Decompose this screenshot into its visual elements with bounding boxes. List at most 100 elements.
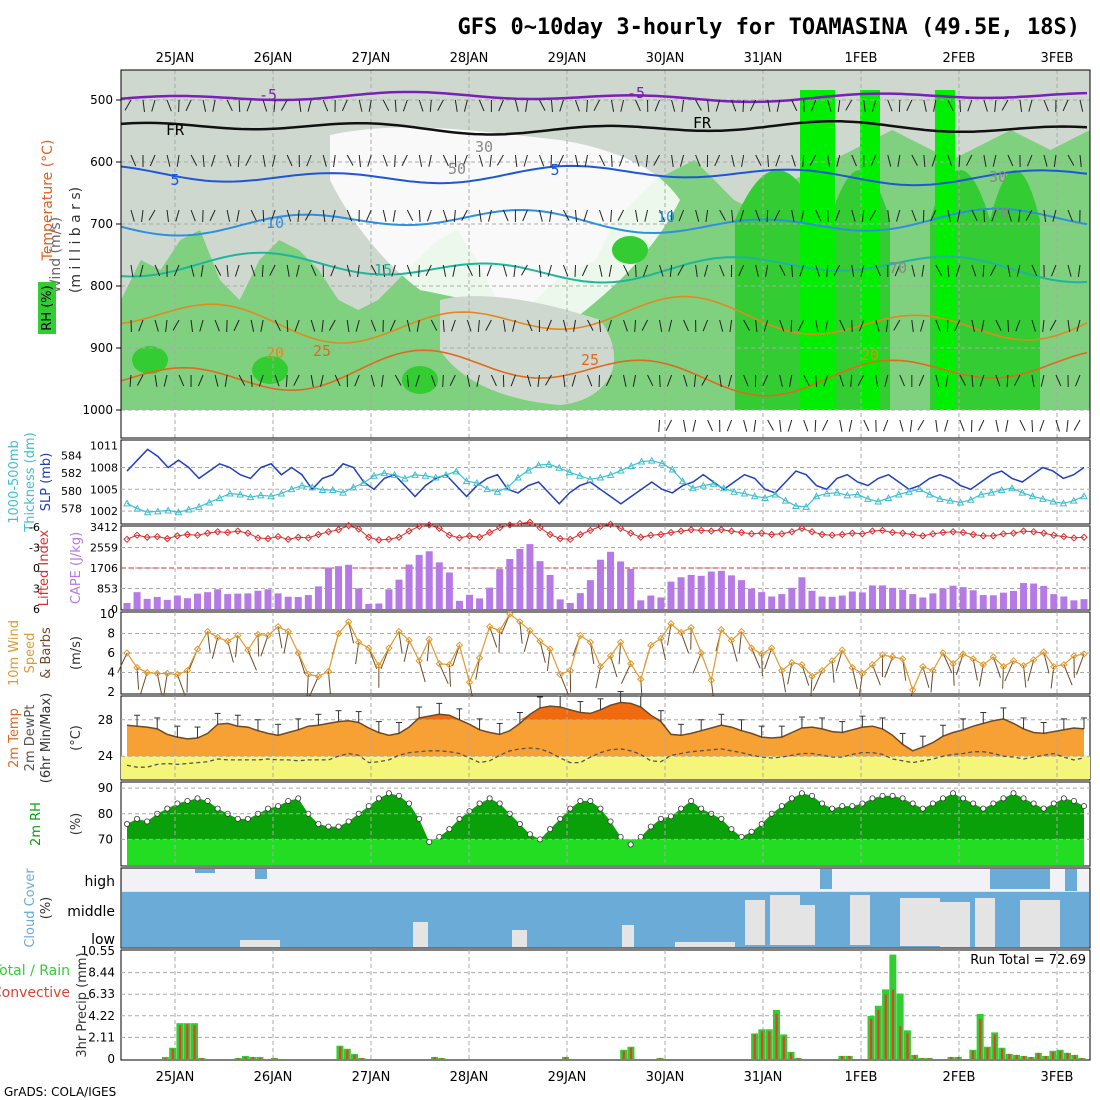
day-label-top: 25JAN: [156, 51, 195, 66]
wind-barb: [1031, 419, 1034, 433]
lifted-index-point: [354, 525, 363, 533]
wind-barb: [683, 374, 688, 387]
wind-barb: [520, 264, 528, 276]
cape-bar: [254, 590, 262, 609]
lifted-index-point: [546, 530, 554, 539]
wind10m-point: [616, 638, 625, 646]
wind10m-barb: [398, 631, 403, 654]
wind-barb: [1043, 209, 1047, 222]
rh2m-point: [617, 833, 624, 840]
wind-barb: [587, 319, 594, 331]
wind-barb: [514, 99, 519, 112]
wind10m-barb: [1063, 664, 1073, 686]
cape-bar: [405, 564, 413, 609]
wind-barb: [799, 264, 805, 277]
lifted-index-point: [405, 527, 413, 535]
thickness-point: [894, 490, 903, 498]
lifted-index-point: [304, 534, 313, 542]
rh2m-point: [829, 805, 836, 812]
thickness-point: [1049, 497, 1057, 505]
wind10m-speed-series: [123, 610, 1088, 694]
cape-bar: [657, 597, 665, 609]
wind-barb: [294, 319, 300, 332]
wind-barb: [763, 319, 769, 332]
temp2m-label: 2m Temp: [7, 708, 22, 768]
contour-label: 5: [170, 171, 179, 189]
thickness-point: [246, 493, 255, 501]
wind-barb: [1039, 419, 1045, 432]
wind10m-point: [808, 672, 816, 681]
wind10m-point: [193, 645, 202, 653]
wind10m-barb: [211, 637, 219, 659]
rh2m-point: [919, 805, 926, 812]
precip-convective-bar: [979, 1019, 982, 1059]
wind-grid: [121, 612, 1090, 694]
wind10m-point: [133, 663, 141, 672]
wind-barb: [406, 209, 414, 221]
contour-20: [120, 295, 1088, 344]
wind10m-point: [667, 620, 675, 628]
lifted-index-point: [506, 521, 514, 529]
wind-barb: [574, 154, 579, 167]
lifted-index-point: [485, 528, 494, 537]
wind-barb: [261, 264, 264, 278]
rh2m-point: [567, 805, 574, 812]
wind-barb: [944, 419, 949, 432]
wind10m-barb: [1023, 665, 1027, 688]
clear-sky-patch: [850, 895, 870, 945]
grads-credit: GrADS: COLA/IGES: [4, 1085, 116, 1099]
wind-barb: [562, 374, 566, 387]
wind10m-point: [687, 623, 695, 632]
wind-barb: [430, 319, 438, 331]
thickness-point: [596, 473, 605, 481]
wind-barb: [947, 264, 950, 277]
wind10m-barb: [489, 626, 498, 648]
thickness-point: [802, 502, 811, 510]
thickness-point: [946, 496, 955, 504]
day-label-bottom: 25JAN: [156, 1070, 195, 1085]
rh2m-point: [990, 800, 997, 807]
wind10m-point: [576, 631, 585, 640]
wind-barb: [418, 154, 423, 167]
wind-barb: [226, 264, 229, 277]
lifted-index-point: [344, 521, 353, 530]
wind-barb: [166, 99, 172, 112]
thickness-label-1: 1000-500mb: [7, 440, 22, 524]
temp2m-fill: [127, 702, 1084, 757]
wind-barb: [328, 319, 336, 331]
wind-barb: [755, 154, 762, 166]
wind-barb: [766, 209, 769, 223]
day-label-bottom: 30JAN: [646, 1070, 685, 1085]
wind-barb: [802, 154, 805, 167]
wind-barb: [425, 264, 432, 277]
wind10m-barb: [595, 666, 601, 689]
wind10m-point: [244, 646, 252, 654]
wind10m-point: [536, 637, 544, 646]
wind-barb: [442, 264, 447, 277]
wind-barb: [200, 264, 204, 277]
wind-barb: [743, 374, 749, 387]
lifted-index-point: [838, 530, 846, 539]
precip-convective-bar: [920, 1057, 924, 1059]
wind10m-barb: [902, 658, 907, 681]
thickness-point: [719, 484, 728, 492]
wind-barb: [478, 99, 485, 112]
cloud-level-label: high: [84, 874, 115, 890]
cape-bar: [798, 577, 806, 609]
rh2m-point: [1020, 795, 1027, 802]
speed-label: Speed: [23, 633, 38, 674]
lifted-index-label: Lifted Index: [37, 529, 52, 606]
wind-barb: [154, 374, 158, 387]
lifted-index-point: [909, 530, 917, 539]
wind10m-label: 10m Wind: [7, 620, 22, 686]
rh2m-point: [627, 841, 634, 848]
slp-label: SLP (mb): [39, 453, 54, 512]
wind-barb: [983, 209, 986, 223]
wind-barb: [923, 99, 927, 112]
precip-panel: 10.55 8.44 6.33 4.22 2.11 0 Run Total = 72.69…: [0, 944, 1091, 1066]
wind-barb: [659, 374, 661, 388]
wind-barb: [791, 264, 794, 278]
wind-barb: [426, 209, 432, 222]
wind-barb: [209, 209, 216, 222]
thickness-point: [781, 496, 790, 504]
